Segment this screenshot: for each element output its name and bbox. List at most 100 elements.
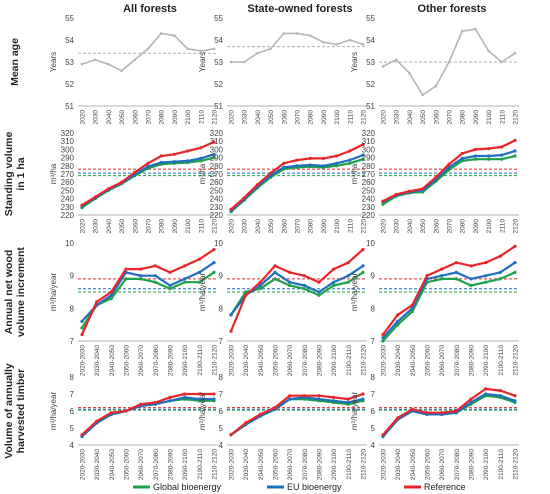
x-tick-label: 2040 (106, 219, 113, 234)
y-tick-label: 7 (371, 390, 376, 399)
data-point (434, 175, 438, 179)
data-point (473, 147, 477, 151)
data-point (513, 399, 517, 403)
data-point (288, 394, 292, 398)
data-point (273, 277, 277, 281)
data-point (229, 60, 233, 64)
x-tick-label: 2020 (80, 219, 87, 234)
data-point (484, 261, 488, 265)
y-tick-label: 7 (219, 337, 224, 346)
data-point (168, 270, 172, 274)
data-point (109, 290, 113, 294)
x-tick-label: 2030-2040 (243, 449, 250, 480)
x-tick-label: 2090-2100 (331, 345, 338, 376)
data-point (454, 270, 458, 274)
x-tick-label: 2080-2090 (469, 345, 476, 376)
data-point (513, 138, 517, 142)
data-point (183, 395, 187, 399)
data-point (513, 270, 517, 274)
data-point (361, 392, 365, 396)
y-tick-label: 8 (371, 373, 376, 382)
x-tick-label: 2060-2070 (138, 345, 145, 376)
y-tick-label: 53 (65, 58, 74, 67)
data-point (120, 180, 124, 184)
x-tick-label: 2100-2110 (346, 345, 353, 376)
data-point (183, 280, 187, 284)
x-tick-label: 2040-2050 (109, 345, 116, 376)
data-point (460, 151, 464, 156)
data-point (381, 336, 385, 340)
x-tick-label: 2020 (381, 219, 388, 234)
legend-label-reference: Reference (424, 482, 466, 492)
y-tick-label: 260 (362, 178, 376, 187)
x-tick-label: 2100-2110 (197, 345, 204, 376)
y-tick-label: 10 (65, 239, 74, 248)
y-tick-label: 7 (219, 390, 224, 399)
y-tick-label: 4 (219, 441, 224, 450)
y-axis-label: m³/ha (350, 163, 359, 184)
data-point (212, 156, 216, 160)
data-point (139, 277, 143, 281)
data-point (273, 406, 277, 410)
y-tick-label: 51 (366, 102, 375, 111)
y-axis-label: m³/ha/year (198, 273, 207, 312)
data-point (95, 419, 99, 423)
y-tick-label: 53 (366, 58, 375, 67)
y-tick-label: 260 (61, 178, 75, 187)
y-tick-label: 52 (65, 80, 74, 89)
data-point (498, 394, 502, 398)
x-tick-label: 2060 (281, 219, 288, 234)
x-tick-label: 2030 (93, 219, 100, 234)
y-tick-label: 220 (210, 211, 224, 220)
chart-panel: 7 8 9 10 m³/ha/year 2020-2030 2030-2040 2040-20… (49, 239, 219, 376)
data-point (410, 303, 414, 307)
y-tick-label: 320 (210, 129, 224, 138)
y-tick-label: 5 (371, 424, 376, 433)
row-label-3: Volume of annually harvested timber (3, 363, 27, 459)
x-tick-label: 2060-2070 (287, 449, 294, 480)
data-point (361, 397, 365, 401)
data-point (172, 160, 176, 164)
data-point (454, 261, 458, 265)
data-point (346, 400, 350, 405)
data-point (321, 156, 325, 160)
x-tick-label: 2070-2080 (454, 345, 461, 376)
data-point (212, 397, 216, 401)
y-axis-label: m³/ha (198, 163, 207, 184)
x-tick-label: 2020-2030 (229, 345, 236, 376)
x-tick-label: 2080 (460, 219, 467, 234)
data-point (332, 280, 336, 284)
data-point (80, 433, 84, 437)
x-tick-label: 2060 (132, 110, 139, 125)
series-line (81, 392, 214, 436)
y-tick-label: 240 (61, 195, 75, 204)
data-point (361, 270, 365, 274)
data-point (440, 267, 444, 271)
data-point (321, 164, 325, 168)
x-tick-label: 2090 (473, 219, 480, 234)
data-point (212, 392, 216, 396)
x-tick-label: 2100-2110 (197, 449, 204, 480)
y-tick-label: 290 (61, 154, 75, 163)
x-tick-label: 2110 (198, 219, 205, 233)
x-tick-label: 2080-2090 (168, 345, 175, 376)
data-point (168, 399, 172, 403)
data-point (513, 394, 517, 398)
data-point (381, 199, 385, 203)
x-tick-label: 2120 (513, 110, 520, 125)
legend-label-eu-bioenergy: EU bioenergy (287, 482, 342, 492)
data-point (348, 149, 352, 153)
series-line (382, 387, 516, 436)
y-tick-label: 230 (61, 203, 75, 212)
x-tick-label: 2070 (447, 219, 454, 234)
x-tick-label: 2020-2030 (80, 345, 87, 376)
data-point (381, 332, 385, 337)
data-point (124, 409, 128, 413)
data-point (322, 40, 325, 44)
data-point (146, 161, 150, 165)
x-tick-label: 2100 (334, 110, 341, 125)
data-point (500, 60, 504, 64)
x-tick-label: 2040 (255, 219, 262, 234)
x-tick-label: 2020 (229, 110, 236, 125)
